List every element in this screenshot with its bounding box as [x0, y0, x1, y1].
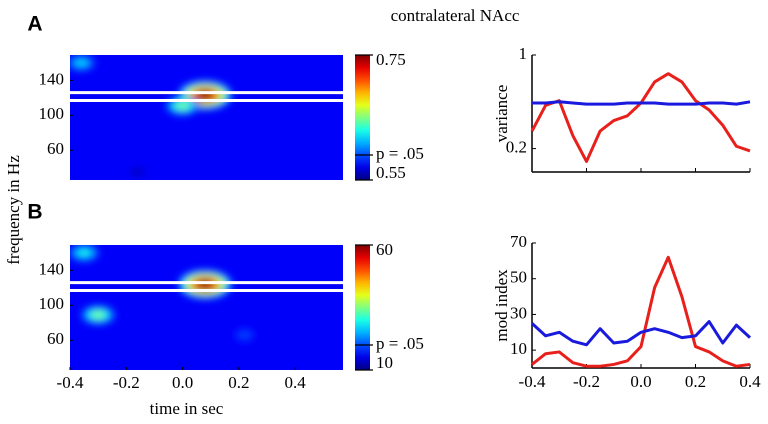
y-tick-label: 30: [510, 303, 527, 322]
spot-layer: [196, 279, 214, 290]
y-tick-label: 1: [519, 44, 528, 63]
y-axis-label: mod index: [492, 269, 511, 342]
heatmap-spot: [81, 305, 116, 325]
x-tick-label: 0.2: [685, 372, 706, 391]
series-line: [530, 72, 751, 163]
y-tick-label: 100: [39, 294, 65, 313]
y-tick-label: 10: [510, 339, 527, 358]
x-tick-label: -0.2: [113, 373, 140, 392]
heatmap-background: [70, 55, 343, 180]
y-tick-label: 60: [47, 329, 64, 348]
heatmap-spot: [70, 245, 100, 262]
spot-layer: [79, 250, 90, 256]
heatmap-spot: [128, 166, 147, 178]
heatmap-spots: [70, 55, 232, 178]
colorbar: [355, 245, 370, 370]
y-tick-label: 140: [39, 259, 65, 278]
y-axis-label: variance: [492, 85, 511, 143]
colorbar: [355, 55, 370, 180]
x-tick-label: 0.0: [630, 372, 651, 391]
x-tick-label: 0.4: [285, 373, 307, 392]
x-tick-label: -0.4: [57, 373, 84, 392]
heatmap-spot: [70, 55, 96, 72]
x-tick-label: -0.2: [573, 372, 600, 391]
colorbar-tick-label: 60: [376, 240, 393, 259]
colorbar-tick-label: p = .05: [376, 144, 424, 163]
spot-layer: [92, 311, 104, 319]
series-line: [532, 100, 751, 106]
spot-layer: [134, 170, 141, 174]
y-tick-label: 0.2: [506, 138, 527, 157]
y-tick-label: 140: [39, 69, 65, 88]
panel-label: B: [27, 201, 42, 224]
heatmap-spot: [165, 96, 200, 116]
spot-layer: [176, 102, 189, 109]
x-tick-label: 0.0: [172, 373, 193, 392]
x-tick-label: 0.4: [739, 372, 761, 391]
y-axis-label: frequency in Hz: [4, 155, 23, 265]
spot-layer: [240, 332, 249, 338]
heatmap-background: [70, 245, 343, 370]
series-line: [531, 255, 751, 368]
colorbar-tick-label: p = .05: [376, 334, 424, 353]
x-axis-label: time in sec: [150, 399, 224, 418]
x-tick-label: 0.2: [228, 373, 249, 392]
y-tick-label: 70: [510, 232, 527, 251]
y-tick-label: 60: [47, 139, 64, 158]
colorbar-tick-label: 0.55: [376, 163, 406, 182]
figure-title: contralateral NAcc: [391, 6, 520, 25]
y-tick-label: 50: [510, 268, 527, 287]
spot-layer: [76, 60, 87, 66]
colorbar-tick-label: 0.75: [376, 50, 406, 69]
x-tick-label: -0.4: [519, 372, 546, 391]
y-tick-label: 100: [39, 104, 65, 123]
heatmap-spot: [179, 270, 232, 299]
series-line: [530, 320, 752, 347]
colorbar-tick-label: 10: [376, 353, 393, 372]
heatmap-spot: [232, 328, 257, 342]
panel-label: A: [27, 13, 42, 36]
